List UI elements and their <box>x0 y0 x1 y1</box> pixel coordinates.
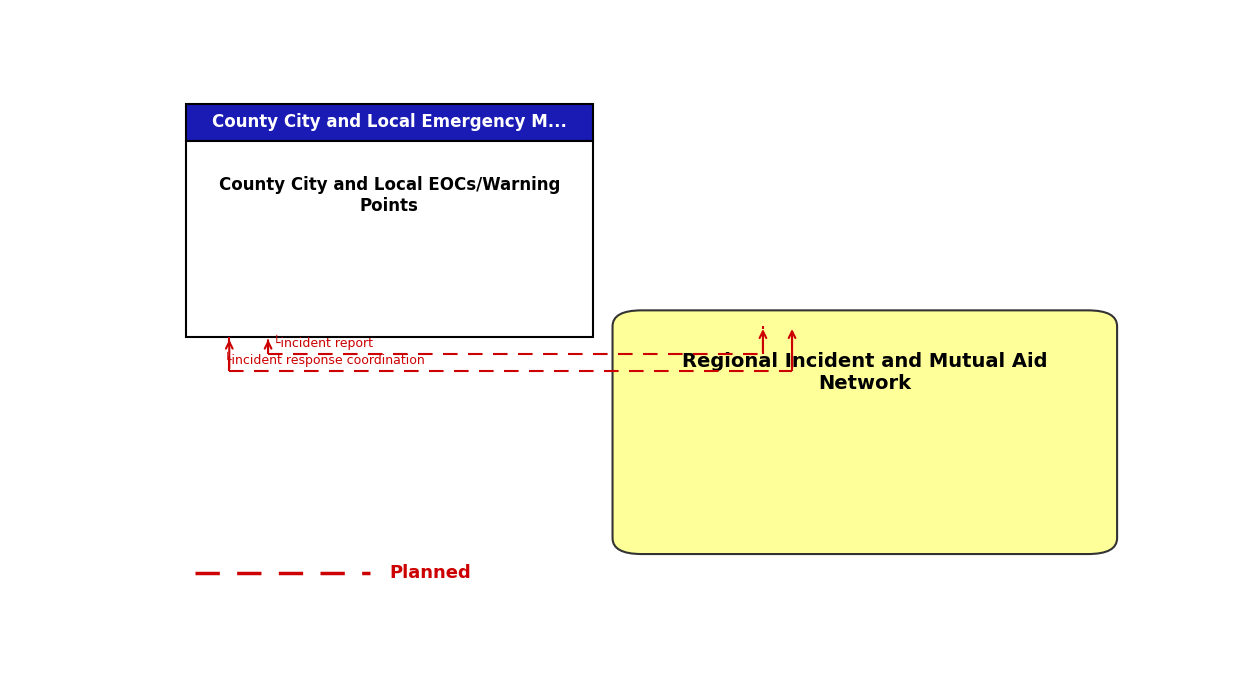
Text: Regional Incident and Mutual Aid
Network: Regional Incident and Mutual Aid Network <box>682 352 1048 394</box>
Text: └incident report: └incident report <box>273 335 373 350</box>
Text: Planned: Planned <box>389 563 471 581</box>
Text: County City and Local Emergency M...: County City and Local Emergency M... <box>212 114 567 131</box>
Text: └incident response coordination: └incident response coordination <box>224 352 426 367</box>
FancyBboxPatch shape <box>612 310 1117 554</box>
FancyBboxPatch shape <box>185 104 593 141</box>
FancyBboxPatch shape <box>185 141 593 337</box>
Text: County City and Local EOCs/Warning
Points: County City and Local EOCs/Warning Point… <box>219 176 560 215</box>
